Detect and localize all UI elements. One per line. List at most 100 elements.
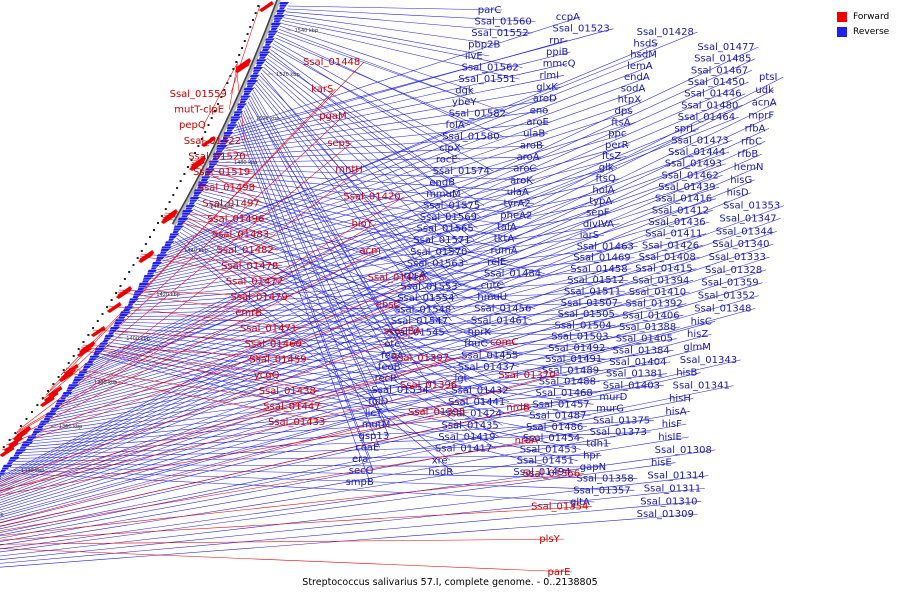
gene-features: [0, 1, 290, 480]
track-dot: [41, 397, 44, 399]
reverse-gene-label: ppiB: [546, 47, 568, 58]
reverse-label-connector: [118, 327, 607, 360]
track-dot: [241, 47, 243, 49]
reverse-gene-label: Ssal_01343: [680, 355, 737, 366]
reverse-gene-label: Ssal_01484: [484, 269, 541, 280]
reverse-gene-label: sprL: [675, 124, 697, 135]
reverse-label-connector: [132, 279, 629, 308]
reverse-gene-label: Ssal_01358: [577, 474, 634, 485]
reverse-gene-block: [159, 251, 168, 254]
forward-gene-label: Ssal_01356: [523, 468, 580, 479]
reverse-gene-label: Ssal_01432: [451, 385, 508, 396]
reverse-gene-block: [83, 366, 92, 369]
reverse-gene-label: rfbC: [741, 136, 762, 147]
reverse-gene-block: [160, 249, 170, 252]
reverse-gene-label: Ssal_01494: [513, 467, 570, 478]
reverse-gene-label: udk: [755, 85, 774, 96]
reverse-label-connector: [44, 315, 684, 427]
reverse-label-connector: [83, 116, 739, 378]
reverse-gene-label: Ssal_01461: [471, 315, 528, 326]
reverse-label-connector: [263, 66, 472, 253]
reverse-label-connector: [91, 70, 753, 366]
reverse-label-connector: [162, 99, 643, 262]
reverse-gene-block: [226, 129, 234, 132]
reverse-gene-label: folD: [368, 396, 388, 407]
reverse-label-connector: [0, 115, 773, 483]
reverse-gene-label: holA: [592, 185, 614, 196]
forward-gene-label: Ssal_01519: [193, 167, 250, 178]
forward-label-connector: [118, 289, 292, 298]
reverse-label-connector: [242, 113, 390, 437]
reverse-gene-label: Ssal_01489: [542, 366, 599, 377]
track-dot: [197, 145, 200, 147]
forward-label-connector: [10, 250, 378, 441]
forward-gene-label: Ssal_01433: [268, 417, 325, 428]
reverse-gene-block: [249, 77, 258, 80]
forward-gene-label: mntH: [335, 165, 363, 176]
forward-gene-block: [90, 326, 106, 337]
reverse-gene-label: Ssal_01565: [417, 224, 474, 235]
reverse-label-connector: [120, 324, 610, 349]
reverse-gene-label: Ssal_01486: [526, 422, 583, 433]
forward-gene-label: comC: [490, 337, 518, 348]
reverse-gene-label: endA: [624, 72, 650, 83]
reverse-gene-block: [89, 355, 100, 358]
reverse-gene-block: [44, 415, 54, 418]
track-dot: [62, 369, 65, 371]
reverse-gene-label: Ssal_01381: [606, 369, 663, 380]
reverse-gene-label: Ssal_01580: [442, 132, 499, 143]
reverse-gene-block: [104, 334, 115, 337]
reverse-gene-block: [236, 108, 243, 111]
forward-gene-label: Ssal_01459: [249, 355, 306, 366]
track-dot: [235, 61, 238, 63]
track-dot: [110, 299, 113, 301]
forward-gene-label: Ssal_01397: [392, 353, 449, 364]
track-dot: [92, 327, 95, 329]
forward-label-connector: [108, 305, 301, 329]
reverse-gene-block: [212, 152, 224, 155]
reverse-gene-label: hisF: [662, 419, 682, 430]
reverse-gene-label: hsdM: [630, 50, 657, 61]
forward-gene-label: Ssal_01520: [188, 152, 245, 163]
reverse-label-connector: [0, 218, 781, 499]
reverse-gene-label: pheA2: [500, 210, 532, 221]
forward-gene-label: Ssal_01559: [170, 89, 227, 100]
reverse-gene-block: [66, 389, 73, 392]
track-dot: [72, 355, 75, 357]
reverse-gene-block: [253, 67, 264, 70]
reverse-gene-block: [127, 303, 134, 306]
reverse-label-connector: [116, 330, 603, 371]
reverse-label-connector: [29, 385, 664, 445]
reverse-gene-block: [138, 285, 147, 288]
track-dot: [123, 278, 126, 280]
reverse-label-connector: [25, 408, 621, 450]
reverse-gene-block: [19, 446, 27, 449]
reverse-label-connector: [155, 144, 630, 274]
forward-label-connector: [65, 367, 325, 407]
reverse-gene-label: ulaB: [523, 129, 545, 140]
reverse-gene-block: [267, 33, 277, 36]
forward-label-connector: [49, 88, 336, 391]
reverse-label-connector: [184, 223, 510, 403]
reverse-gene-label: tyrA2: [504, 199, 531, 210]
forward-label-connector: [0, 411, 470, 496]
scale-tick-label: 1420 kbp: [156, 292, 180, 298]
reverse-gene-block: [193, 194, 200, 197]
reverse-gene-label: Ssal_01353: [723, 201, 780, 212]
reverse-label-connector: [0, 128, 770, 484]
track-dot: [47, 390, 50, 392]
scale-tick-label: 1480 kbp: [234, 160, 258, 166]
reverse-gene-label: glmM: [683, 342, 711, 353]
reverse-gene-label: glxK: [536, 82, 558, 93]
forward-gene-label: seps: [327, 138, 350, 149]
reverse-gene-block: [176, 223, 184, 226]
reverse-gene-block: [246, 85, 254, 88]
reverse-gene-label: cutC: [481, 280, 504, 291]
reverse-label-connector: [193, 208, 489, 344]
reverse-gene-block: [172, 230, 180, 233]
reverse-label-connector: [284, 14, 499, 45]
reverse-gene-block: [197, 184, 207, 187]
reverse-gene-label: typA: [589, 196, 612, 207]
reverse-gene-label: ptsI: [759, 72, 777, 83]
